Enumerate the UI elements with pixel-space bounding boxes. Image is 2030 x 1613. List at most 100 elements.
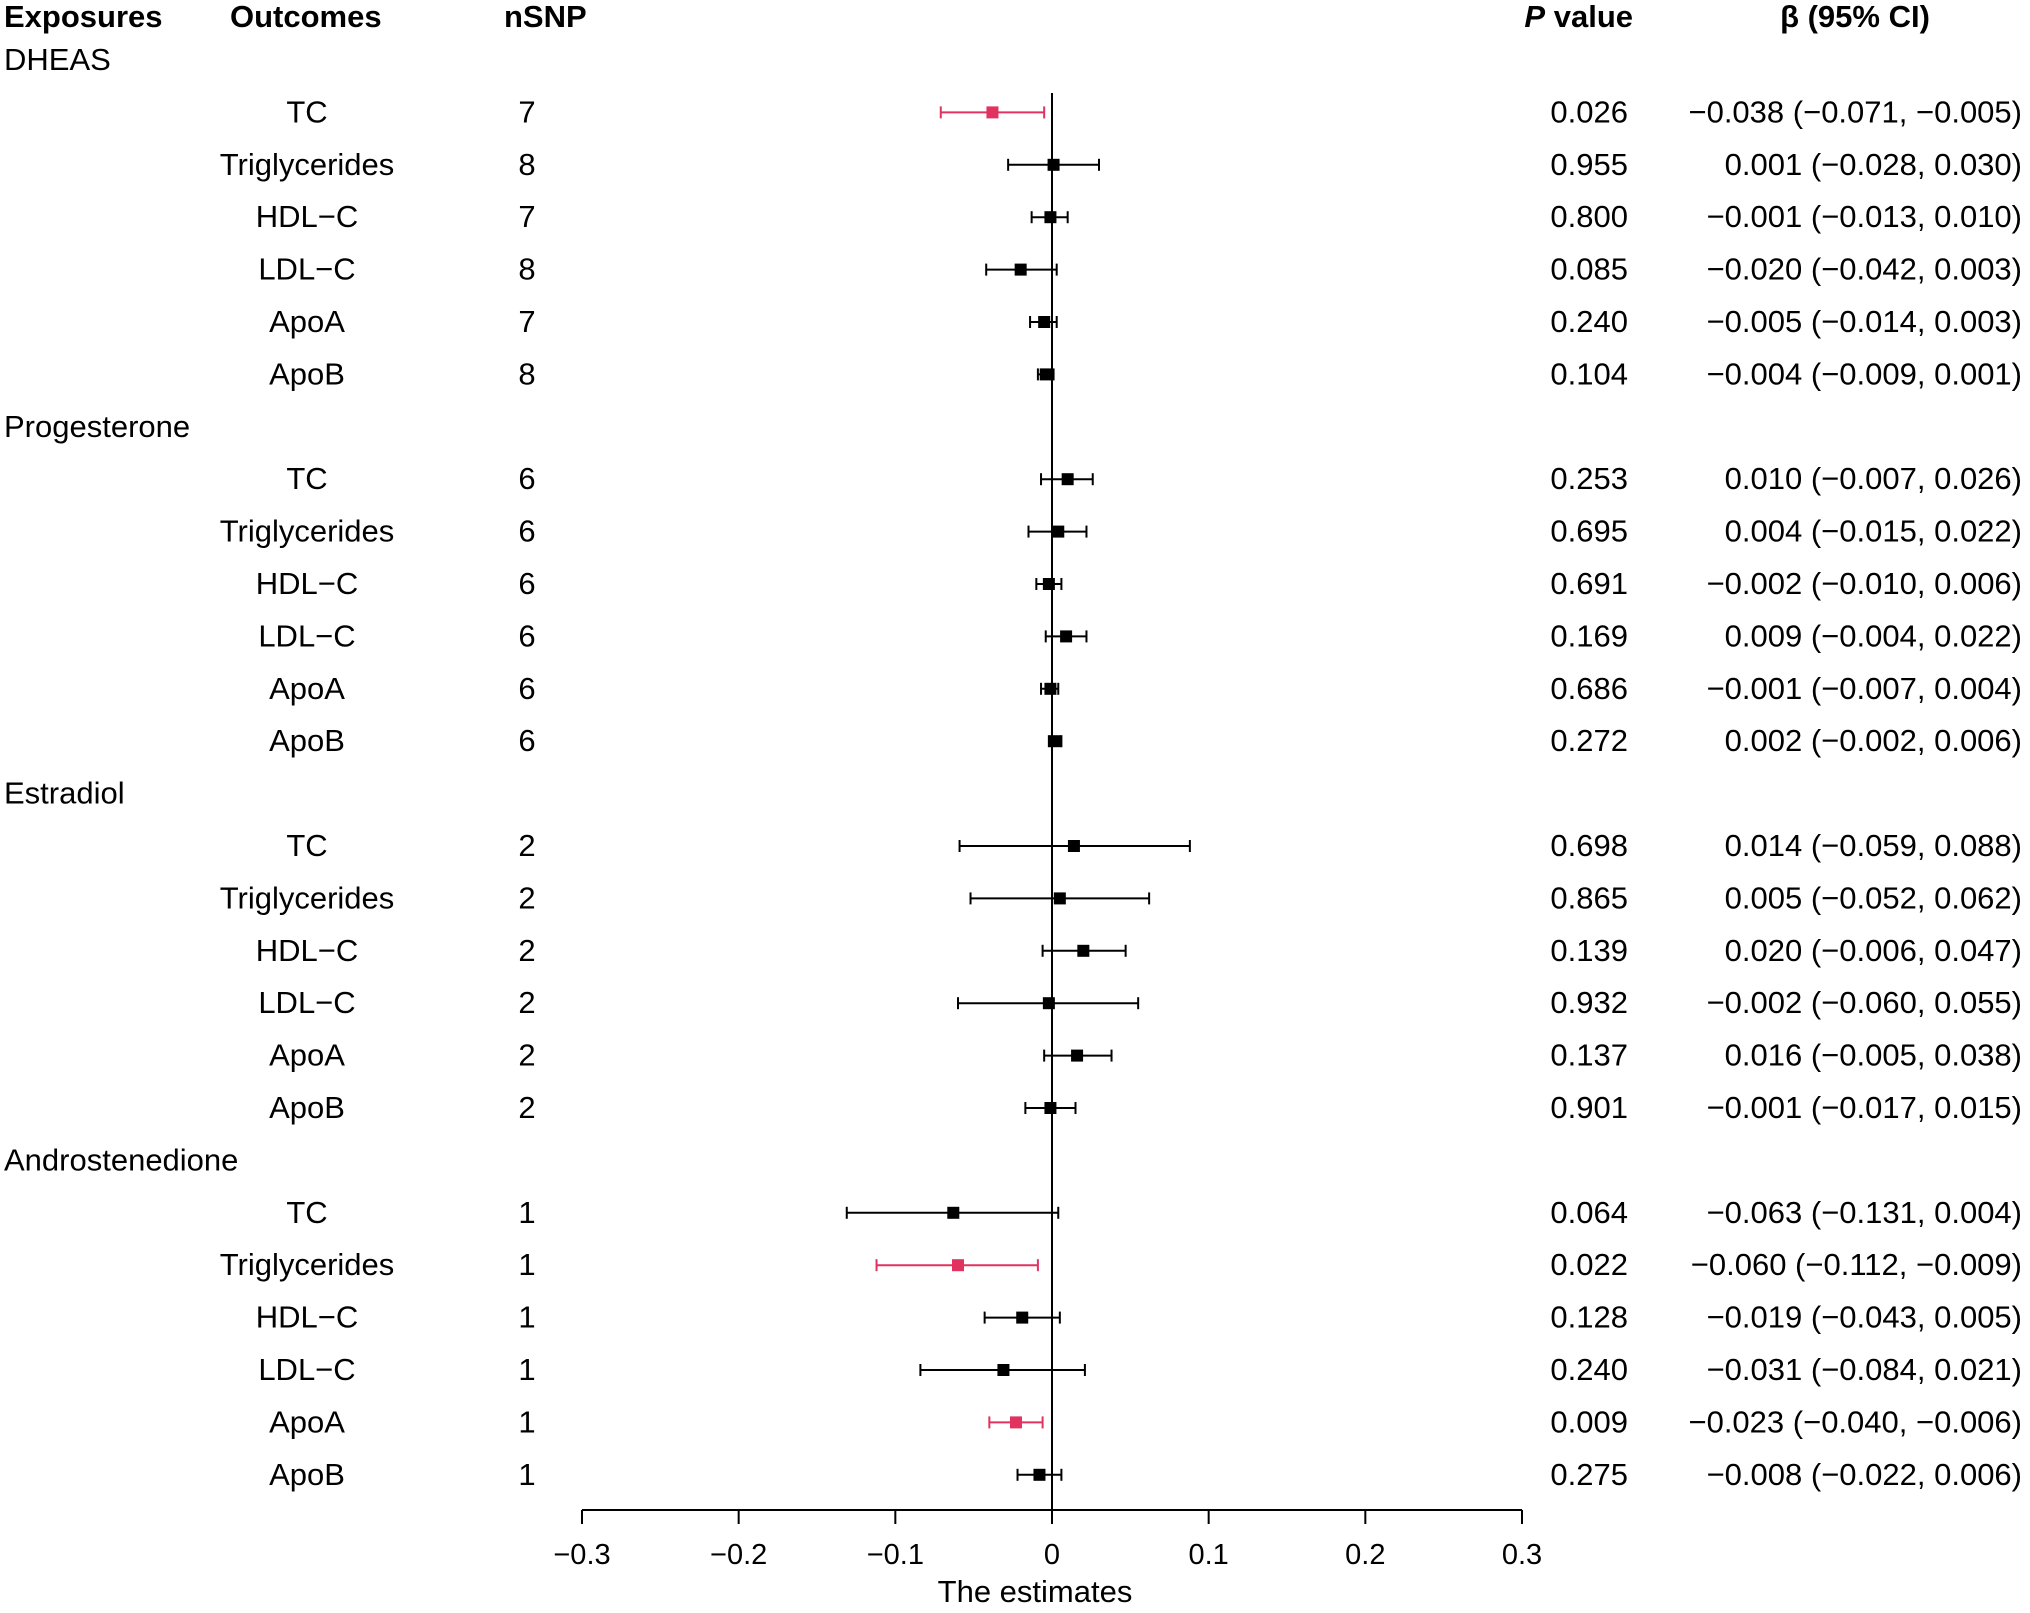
x-tick-label: −0.3 (553, 1539, 610, 1571)
beta-ci-text: −0.020 (−0.042, 0.003) (1707, 252, 2022, 287)
header-exposures: Exposures (4, 0, 163, 34)
point-estimate (1038, 316, 1051, 328)
outcome-label: TC (286, 1195, 327, 1230)
p-value: 0.240 (1550, 1352, 1628, 1387)
beta-ci-text: −0.001 (−0.017, 0.015) (1707, 1090, 2022, 1125)
point-estimate (1049, 735, 1062, 748)
beta-ci-text: 0.020 (−0.006, 0.047) (1725, 933, 2022, 968)
outcome-label: ApoB (269, 1457, 345, 1492)
p-value: 0.275 (1550, 1457, 1628, 1492)
point-estimate (1077, 944, 1090, 957)
axis-layer: −0.3 −0.2 −0.1 0 0.1 0.2 0.3 (553, 93, 1542, 1571)
beta-ci-text: 0.002 (−0.002, 0.006) (1725, 723, 2022, 758)
p-value: 0.139 (1550, 933, 1628, 968)
p-value: 0.695 (1550, 514, 1628, 549)
point-estimate (1061, 473, 1074, 486)
header-nsnp: nSNP (504, 0, 587, 34)
outcome-label: TC (286, 94, 327, 129)
nsnp-value: 2 (518, 1090, 535, 1125)
p-value: 0.691 (1550, 566, 1628, 601)
p-value: 0.128 (1550, 1300, 1628, 1335)
point-estimate (1060, 630, 1073, 643)
beta-ci-text: −0.038 (−0.071, −0.005) (1688, 94, 2022, 129)
outcome-label: TC (286, 461, 327, 496)
nsnp-value: 7 (518, 304, 535, 339)
nsnp-value: 2 (518, 828, 535, 863)
header-beta-ci: β (95% CI) (1780, 0, 1930, 34)
outcome-label: ApoB (269, 723, 345, 758)
point-estimate (1039, 368, 1052, 381)
outcome-label: LDL−C (258, 1352, 355, 1387)
x-tick-label: −0.1 (867, 1539, 924, 1571)
beta-ci-text: −0.019 (−0.043, 0.005) (1707, 1300, 2022, 1335)
point-estimate (952, 1259, 964, 1272)
p-value: 0.026 (1550, 94, 1628, 129)
outcome-label: Triglycerides (220, 514, 395, 549)
x-tick-label: −0.2 (710, 1539, 767, 1571)
p-value: 0.253 (1550, 461, 1628, 496)
nsnp-value: 8 (518, 356, 535, 391)
p-value: 0.009 (1550, 1404, 1628, 1439)
nsnp-value: 2 (518, 880, 535, 915)
beta-ci-text: 0.014 (−0.059, 0.088) (1725, 828, 2022, 863)
outcome-label: ApoA (269, 1404, 345, 1439)
point-estimate (947, 1206, 960, 1219)
nsnp-value: 2 (518, 1038, 535, 1073)
nsnp-value: 1 (518, 1247, 535, 1282)
nsnp-value: 1 (518, 1300, 535, 1335)
nsnp-value: 6 (518, 618, 535, 653)
nsnp-value: 1 (518, 1457, 535, 1492)
point-estimate (1052, 525, 1065, 538)
x-tick-label: 0 (1044, 1539, 1060, 1571)
p-value: 0.932 (1550, 985, 1628, 1020)
beta-ci-text: −0.060 (−0.112, −0.009) (1691, 1247, 2022, 1282)
point-estimate (1044, 682, 1057, 695)
point-estimate (1044, 211, 1057, 224)
outcome-label: Triglycerides (220, 1247, 395, 1282)
outcome-label: Triglycerides (220, 147, 395, 182)
point-estimate (1044, 1102, 1057, 1114)
outcome-label: LDL−C (258, 618, 355, 653)
x-tick-label: 0.2 (1345, 1539, 1385, 1571)
nsnp-value: 2 (518, 933, 535, 968)
beta-ci-text: −0.063 (−0.131, 0.004) (1707, 1195, 2022, 1230)
p-value: 0.169 (1550, 618, 1628, 653)
point-estimate (1009, 1416, 1022, 1429)
outcome-label: TC (286, 828, 327, 863)
outcome-label: Triglycerides (220, 880, 395, 915)
point-estimate (1033, 1468, 1046, 1481)
header-outcomes: Outcomes (230, 0, 382, 34)
beta-ci-text: 0.005 (−0.052, 0.062) (1725, 880, 2022, 915)
nsnp-value: 2 (518, 985, 535, 1020)
rows-layer: DHEAS TC 7 0.026 −0.038 (−0.071, −0.005) Trig… (4, 42, 2022, 1492)
p-value: 0.022 (1550, 1247, 1628, 1282)
beta-ci-text: 0.010 (−0.007, 0.026) (1725, 461, 2022, 496)
outcome-label: ApoB (269, 1090, 345, 1125)
nsnp-value: 6 (518, 514, 535, 549)
header-pvalue-italic: P (1524, 0, 1545, 34)
outcome-label: HDL−C (256, 199, 359, 234)
point-estimate (997, 1364, 1010, 1376)
exposure-label: DHEAS (4, 42, 111, 77)
nsnp-value: 6 (518, 723, 535, 758)
p-value: 0.272 (1550, 723, 1628, 758)
point-estimate (1067, 840, 1080, 852)
nsnp-value: 1 (518, 1195, 535, 1230)
nsnp-value: 8 (518, 252, 535, 287)
p-value: 0.901 (1550, 1090, 1628, 1125)
beta-ci-text: 0.009 (−0.004, 0.022) (1725, 618, 2022, 653)
beta-ci-text: 0.004 (−0.015, 0.022) (1725, 514, 2022, 549)
outcome-label: HDL−C (256, 1300, 359, 1335)
exposure-label: Androstenedione (4, 1142, 238, 1177)
outcome-label: ApoA (269, 671, 345, 706)
p-value: 0.800 (1550, 199, 1628, 234)
point-estimate (1016, 1311, 1029, 1324)
nsnp-value: 1 (518, 1352, 535, 1387)
p-value: 0.865 (1550, 880, 1628, 915)
nsnp-value: 6 (518, 461, 535, 496)
beta-ci-text: 0.016 (−0.005, 0.038) (1725, 1038, 2022, 1073)
p-value: 0.686 (1550, 671, 1628, 706)
point-estimate (1047, 158, 1060, 171)
header-pvalue: P value (1524, 0, 1633, 34)
